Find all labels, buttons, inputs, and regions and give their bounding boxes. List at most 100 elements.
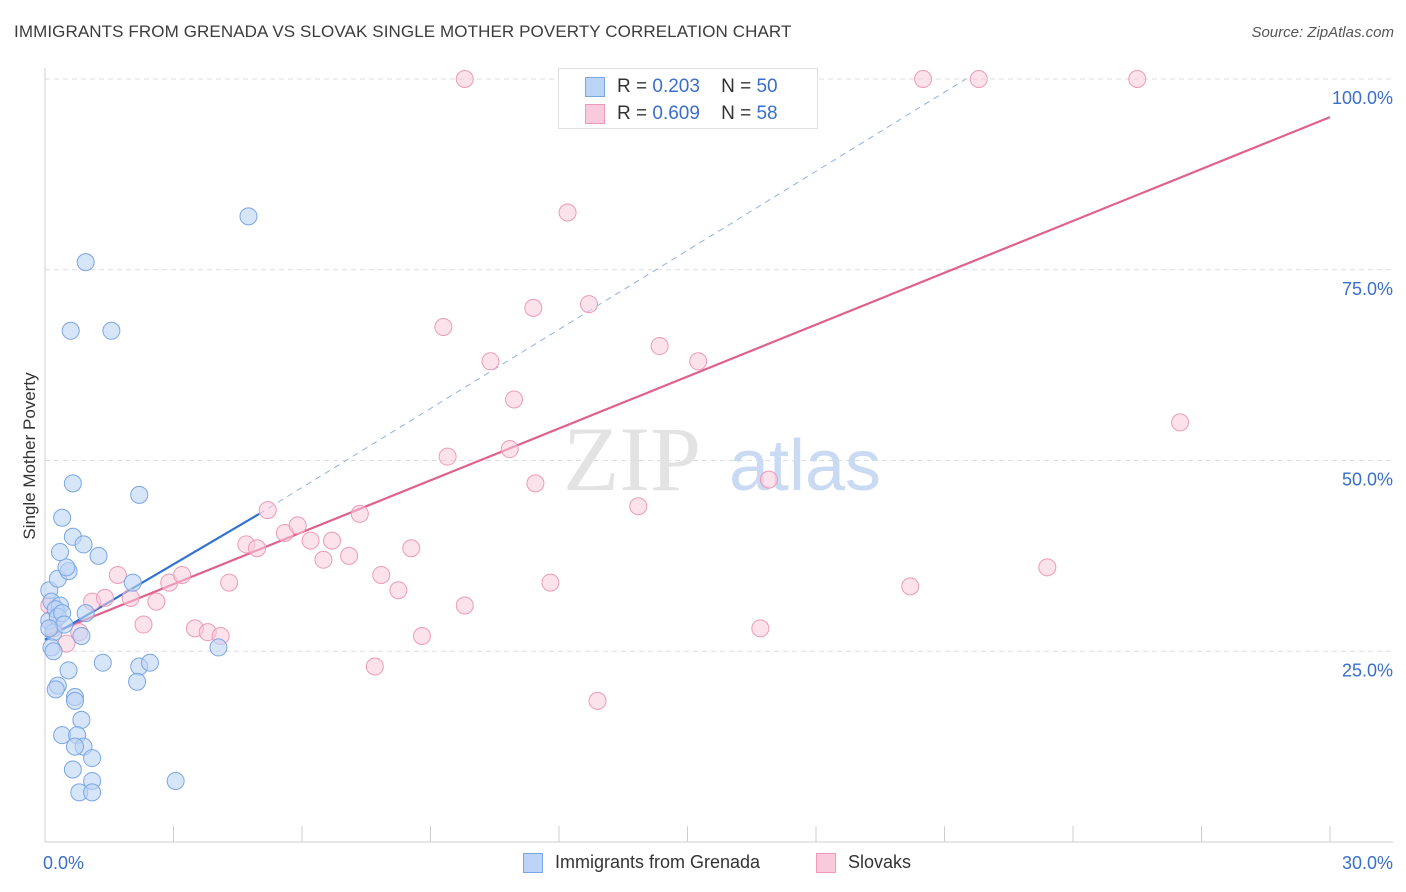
slovaks-point — [481, 352, 500, 371]
x-tick-label: 30.0% — [1342, 853, 1393, 873]
slovaks-point — [1128, 70, 1147, 88]
slovaks-point — [365, 657, 384, 676]
grenada-point — [44, 642, 63, 661]
slovaks-point — [759, 470, 778, 489]
series-label-slovaks: Slovaks — [848, 852, 912, 872]
slovaks-point — [220, 573, 239, 592]
slovaks-point — [248, 539, 267, 558]
slovaks-point — [372, 565, 391, 584]
slovaks-point — [108, 565, 127, 584]
legend-swatch-grenada — [585, 77, 605, 97]
slovaks-point — [1038, 558, 1057, 577]
slovaks-point — [288, 516, 307, 535]
grenada-point — [166, 771, 185, 790]
slovaks-point — [901, 577, 920, 596]
grenada-point — [76, 604, 95, 623]
grenada-point — [57, 558, 76, 577]
slovaks-point — [402, 539, 421, 558]
watermark-zip: ZIP — [563, 408, 701, 510]
grenada-point — [65, 691, 84, 710]
series-swatch-grenada — [523, 852, 543, 873]
grenada-point — [72, 710, 91, 729]
grenada-point — [209, 638, 228, 657]
correlation-legend: R = 0.203 N = 50 R = 0.609 N = 58 — [558, 68, 818, 129]
legend-row-slovaks: R = 0.609 N = 58 — [585, 103, 778, 125]
slovaks-point — [147, 592, 166, 611]
y-tick-label: 100.0% — [1332, 88, 1393, 108]
source-credit: Source: ZipAtlas.com — [1251, 24, 1394, 41]
slovaks-point — [526, 474, 545, 493]
legend-r-label: R = — [617, 103, 648, 124]
legend-n-label: N = — [721, 76, 752, 97]
series-legend-slovaks: Slovaks — [816, 852, 911, 873]
slovaks-point — [173, 565, 192, 584]
legend-n-label: N = — [721, 103, 752, 124]
zipatlas-watermark: ZIP atlas — [563, 408, 881, 510]
legend-n-value-grenada: 50 — [756, 76, 778, 97]
grenada-point — [40, 619, 59, 638]
slovaks-point — [340, 546, 359, 565]
grenada-point — [128, 672, 147, 691]
gridlines — [45, 78, 1393, 652]
grenada-point — [72, 626, 91, 645]
grenada-point — [83, 749, 102, 768]
series-legend-grenada: Immigrants from Grenada — [523, 852, 760, 873]
slovaks-point — [650, 337, 669, 356]
legend-r-value-slovaks: 0.609 — [652, 103, 700, 124]
grenada-point — [239, 207, 258, 226]
slovaks-point — [629, 497, 648, 516]
slovaks-point — [751, 619, 770, 638]
grenada-point — [55, 615, 74, 634]
slovaks-point — [524, 298, 543, 317]
trend-lines — [44, 78, 1331, 641]
legend-r-value-grenada: 0.203 — [652, 76, 700, 97]
slovaks-point — [258, 501, 277, 520]
legend-row-grenada: R = 0.203 N = 50 — [585, 76, 778, 98]
y-axis-label: Single Mother Poverty — [20, 372, 39, 540]
slovaks-point — [314, 550, 333, 569]
tick-labels: 25.0% 50.0% 75.0% 100.0% 0.0% 30.0% — [43, 88, 1393, 873]
legend-r-label: R = — [617, 76, 648, 97]
slovaks-point — [914, 70, 933, 88]
slovaks-point — [558, 203, 577, 222]
slovaks-point — [588, 691, 607, 710]
grenada-point — [83, 783, 102, 802]
axes — [44, 68, 1393, 843]
grenada-point — [123, 573, 142, 592]
grenada-point — [130, 485, 149, 504]
slovaks-point — [121, 588, 140, 607]
series-legend: Immigrants from Grenada Slovaks — [0, 852, 1406, 878]
grenada-point — [63, 474, 82, 493]
slovaks-point — [322, 531, 341, 550]
grenada-point — [140, 653, 159, 672]
grenada-point — [89, 546, 108, 565]
grenada-point — [61, 321, 80, 340]
slovaks-point — [134, 615, 153, 634]
slovaks-point — [389, 581, 408, 600]
slovaks-point — [505, 390, 524, 409]
grenada-point — [76, 253, 95, 272]
slovaks-point — [434, 317, 453, 336]
grenada-point — [102, 321, 121, 340]
grenada-points — [40, 207, 258, 802]
grenada-point — [74, 535, 93, 554]
series-label-grenada: Immigrants from Grenada — [555, 852, 761, 872]
grenada-point — [59, 661, 78, 680]
grenada-point — [65, 737, 84, 756]
series-swatch-slovaks — [816, 852, 836, 873]
slovaks-point — [541, 573, 560, 592]
slovaks-point — [455, 70, 474, 88]
chart-title: IMMIGRANTS FROM GRENADA VS SLOVAK SINGLE… — [14, 22, 792, 41]
slovaks-point — [301, 531, 320, 550]
grenada-point — [63, 760, 82, 779]
slovaks-point — [412, 626, 431, 645]
y-tick-label: 25.0% — [1342, 660, 1393, 680]
legend-swatch-slovaks — [585, 104, 605, 124]
y-tick-label: 75.0% — [1342, 279, 1393, 299]
slovaks-point — [1171, 413, 1190, 432]
watermark-atlas: atlas — [729, 426, 881, 506]
slovaks-point — [95, 588, 114, 607]
slovaks-point — [689, 352, 708, 371]
slovaks-points — [40, 70, 1190, 710]
